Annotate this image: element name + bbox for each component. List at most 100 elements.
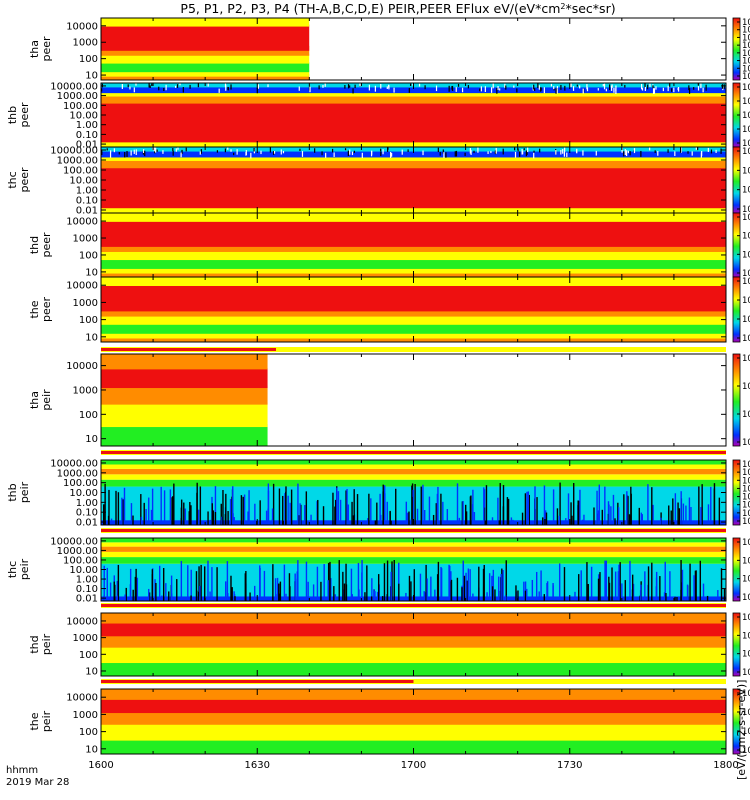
flux-band — [101, 323, 726, 334]
figure-title: P5, P1, P2, P3, P4 (TH-A,B,C,D,E) PEIR,P… — [180, 1, 615, 16]
noise-streak — [290, 489, 293, 525]
noise-streak — [644, 86, 646, 91]
noise-streak — [483, 564, 485, 601]
noise-streak — [185, 147, 187, 152]
noise-streak — [110, 518, 113, 525]
noise-streak — [257, 84, 260, 89]
noise-streak — [680, 147, 682, 153]
noise-streak — [485, 485, 488, 525]
noise-streak — [626, 491, 628, 525]
noise-streak — [723, 588, 726, 601]
noise-streak — [627, 496, 629, 525]
y-tick-label: 10000.00 — [50, 458, 98, 469]
noise-streak — [578, 500, 580, 525]
noise-streak — [599, 572, 601, 601]
colorbar-tick-label: 100 — [742, 138, 750, 149]
flux-band — [101, 62, 310, 73]
colorbar-scale — [732, 17, 741, 81]
noise-streak — [543, 87, 545, 94]
noise-streak — [665, 592, 667, 601]
flux-band — [101, 283, 726, 312]
noise-streak — [301, 151, 304, 157]
noise-streak — [103, 565, 105, 601]
noise-streak — [391, 561, 393, 601]
noise-streak — [467, 568, 470, 601]
y-tick-label: 10000.00 — [50, 146, 98, 157]
noise-streak — [674, 151, 676, 157]
colorbar-tick-label: 105 — [742, 475, 750, 486]
noise-streak — [254, 503, 256, 525]
noise-streak — [161, 595, 163, 601]
colorbar-tick-label: 100 — [742, 745, 750, 756]
noise-streak — [651, 487, 653, 525]
noise-streak — [467, 85, 469, 89]
y-tick-label: 10.00 — [69, 488, 98, 499]
y-tick-label: 0.10 — [76, 584, 98, 595]
separator-strip — [101, 450, 726, 455]
noise-streak — [674, 596, 676, 601]
noise-streak — [462, 501, 464, 525]
strip-fill — [101, 348, 276, 351]
noise-streak — [351, 501, 353, 525]
panel-species-label: peir — [18, 558, 31, 580]
noise-streak — [382, 484, 384, 525]
noise-streak — [426, 578, 428, 601]
noise-streak — [159, 565, 161, 601]
noise-streak — [135, 151, 137, 155]
flux-band — [101, 723, 726, 741]
noise-streak — [640, 512, 643, 525]
noise-streak — [585, 520, 588, 525]
noise-streak — [506, 596, 509, 601]
noise-streak — [144, 150, 146, 157]
y-tick-label: 10000 — [66, 693, 98, 704]
colorbar-tick-label: 100 — [742, 437, 750, 448]
noise-streak — [484, 86, 486, 92]
noise-streak — [523, 148, 525, 151]
panel-species-label: peer — [40, 297, 53, 323]
noise-streak — [560, 150, 562, 155]
panel-probe-label: thb — [6, 483, 19, 501]
noise-streak — [230, 149, 232, 152]
noise-streak — [180, 507, 183, 525]
flux-band — [101, 150, 726, 158]
noise-streak — [407, 149, 409, 152]
noise-streak — [590, 566, 593, 601]
y-tick-label: 0.01 — [76, 518, 98, 529]
noise-streak — [477, 147, 479, 153]
noise-streak — [491, 517, 494, 525]
noise-streak — [615, 85, 617, 91]
noise-streak — [721, 84, 724, 89]
noise-streak — [272, 151, 275, 155]
noise-streak — [414, 484, 416, 525]
noise-streak — [640, 83, 643, 90]
y-tick-label: 100 — [79, 650, 98, 661]
flux-band — [101, 424, 268, 446]
noise-streak — [420, 486, 422, 525]
noise-streak — [377, 574, 380, 601]
y-tick-label: 10000 — [66, 21, 98, 32]
noise-streak — [657, 151, 659, 156]
noise-streak — [448, 85, 450, 92]
colorbar-tick-label: 106 — [742, 537, 750, 548]
flux-band — [101, 192, 726, 209]
noise-streak — [445, 152, 447, 158]
y-tick-label: 10 — [85, 332, 98, 343]
noise-streak — [506, 497, 509, 525]
noise-streak — [512, 519, 514, 525]
noise-streak — [699, 560, 701, 601]
y-tick-label: 10 — [85, 434, 98, 445]
colorbar-scale — [732, 688, 741, 755]
y-tick-label: 1000 — [73, 633, 98, 644]
noise-streak — [408, 511, 410, 525]
strip-fill — [101, 451, 726, 454]
noise-streak — [222, 490, 224, 525]
flux-data — [101, 460, 726, 525]
x-tick-label: 1630 — [245, 760, 270, 771]
noise-streak — [504, 83, 506, 88]
noise-streak — [492, 569, 495, 601]
noise-streak — [383, 563, 386, 601]
noise-streak — [664, 561, 666, 601]
